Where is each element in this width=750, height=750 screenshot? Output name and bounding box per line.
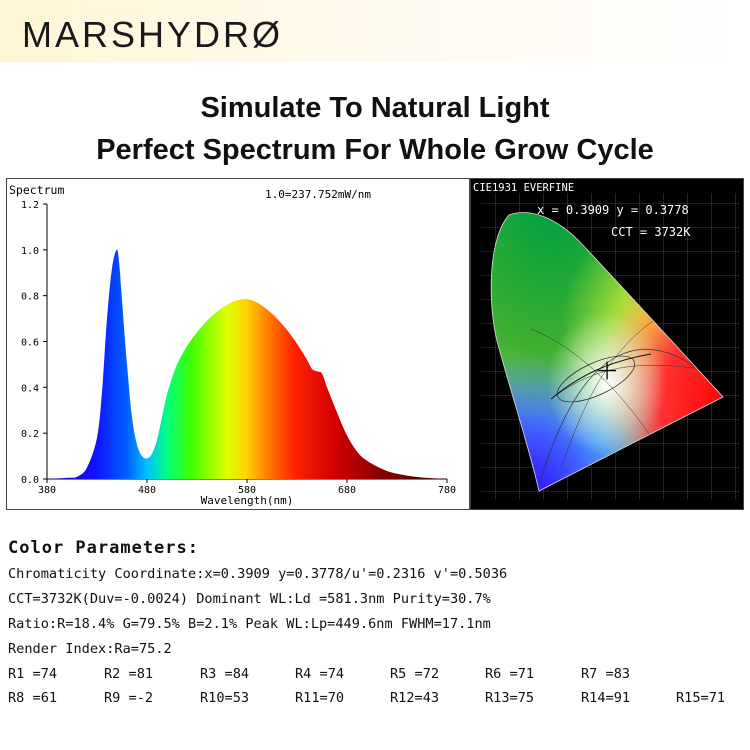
spectrum-chart: 0.0 0.2 0.4 0.6 0.8 1.0 1.2 380 480 580 680 780 Spe… — [9, 183, 456, 507]
param-line-render-index: Render Index:Ra=75.2 — [8, 641, 172, 657]
r-value: R4 =74 — [295, 666, 345, 682]
spectrum-chart-panel: 0.0 0.2 0.4 0.6 0.8 1.0 1.2 380 480 580 680 780 Spe… — [6, 178, 470, 510]
param-line-ratio: Ratio:R=18.4% G=79.5% B=2.1% Peak WL:Lp=… — [8, 616, 491, 632]
brand-bar: MARSHYDRØ — [0, 0, 750, 62]
spectrum-annotation: 1.0=237.752mW/nm — [265, 188, 371, 201]
param-line-chromaticity: Chromaticity Coordinate:x=0.3909 y=0.377… — [8, 566, 508, 582]
render-index-row-2: R8 =61 R9 =-2 R10=53 R11=70 R12=43 R13=7… — [8, 690, 748, 712]
cie-diagram: CIE1931 EVERFINE x = 0.3909 y = 0.3778 C… — [471, 179, 743, 509]
x-tick-label: 380 — [38, 485, 56, 496]
y-tick-label: 0.6 — [21, 338, 39, 349]
y-tick-label: 1.2 — [21, 200, 39, 211]
spectrum-curve — [47, 249, 447, 479]
r-value: R12=43 — [390, 690, 440, 706]
headline-line-2: Perfect Spectrum For Whole Grow Cycle — [96, 134, 654, 166]
y-tick-label: 0.8 — [21, 292, 39, 303]
y-tick-label: 0.2 — [21, 429, 39, 440]
color-parameters: Color Parameters: Chromaticity Coordinat… — [8, 538, 748, 666]
cie-title: CIE1931 EVERFINE — [473, 182, 574, 194]
r-value: R14=91 — [581, 690, 631, 706]
cie-diagram-panel: CIE1931 EVERFINE x = 0.3909 y = 0.3778 C… — [470, 178, 744, 510]
headline-line-1: Simulate To Natural Light — [200, 92, 550, 124]
r-value: R1 =74 — [8, 666, 58, 682]
r-value: R5 =72 — [390, 666, 440, 682]
y-tick-label: 1.0 — [21, 246, 39, 257]
param-line-cct: CCT=3732K(Duv=-0.0024) Dominant WL:Ld =5… — [8, 591, 491, 607]
y-tick-label: 0.4 — [21, 383, 39, 394]
r-value: R15=71 — [676, 690, 726, 706]
r-value: R2 =81 — [104, 666, 154, 682]
x-tick-label: 480 — [138, 485, 156, 496]
render-index-row-1: R1 =74 R2 =81 R3 =84 R4 =74 R5 =72 R6 =7… — [8, 666, 748, 688]
cie-readout-cct: CCT = 3732K — [611, 225, 691, 239]
x-axis-label: Wavelength(nm) — [201, 494, 294, 507]
brand-logo: MARSHYDRØ — [22, 14, 284, 55]
r-value: R7 =83 — [581, 666, 631, 682]
r-value: R9 =-2 — [104, 690, 154, 706]
x-tick-label: 780 — [438, 485, 456, 496]
parameters-title: Color Parameters: — [8, 538, 199, 558]
y-tick-label: 0.0 — [21, 475, 39, 486]
x-tick-label: 680 — [338, 485, 356, 496]
cie-readout-xy: x = 0.3909 y = 0.3778 — [537, 203, 689, 217]
r-value: R8 =61 — [8, 690, 58, 706]
r-value: R3 =84 — [200, 666, 250, 682]
r-value: R6 =71 — [485, 666, 535, 682]
r-value: R10=53 — [200, 690, 250, 706]
r-value: R13=75 — [485, 690, 535, 706]
spectrum-title: Spectrum — [9, 183, 64, 197]
x-tick-label: 580 — [238, 485, 256, 496]
r-value: R11=70 — [295, 690, 345, 706]
